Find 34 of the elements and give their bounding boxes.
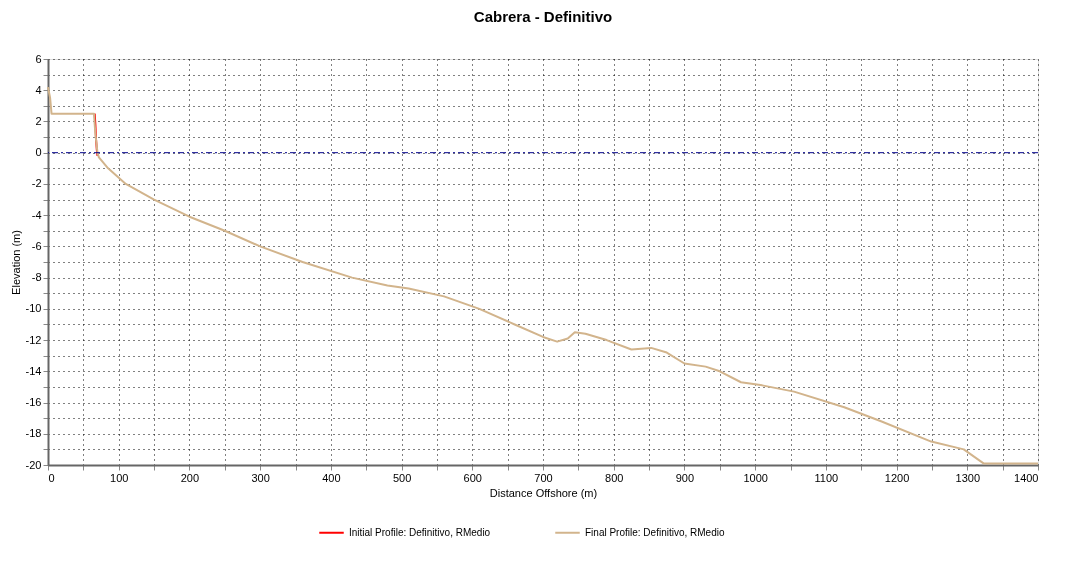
x-tick-label: 400: [322, 471, 341, 484]
y-tick-label: -16: [25, 396, 42, 409]
x-tick-label: 1100: [814, 471, 839, 484]
y-tick-label: -2: [31, 177, 42, 190]
y-tick-label: -18: [25, 427, 42, 440]
x-tick-label: 800: [605, 471, 624, 484]
x-tick-label: 600: [463, 471, 482, 484]
y-tick-label: -8: [31, 271, 42, 284]
legend-label: Final Profile: Definitivo, RMedio: [585, 526, 725, 538]
x-tick-label: 500: [392, 471, 412, 484]
y-tick-label: 4: [35, 83, 42, 96]
y-tick-label: -10: [25, 302, 42, 315]
x-tick-label: 200: [180, 471, 200, 484]
x-tick-label: 1000: [743, 471, 768, 484]
chart-title: Cabrera - Definitivo: [473, 8, 613, 25]
y-tick-label: -4: [31, 208, 42, 221]
y-tick-label: -14: [25, 364, 42, 377]
y-tick-label: -12: [25, 333, 42, 346]
x-tick-label: 700: [534, 471, 553, 484]
x-tick-label: 900: [675, 471, 695, 484]
x-tick-label: 1200: [884, 471, 910, 484]
y-tick-label: -6: [31, 239, 42, 252]
y-tick-label: -20: [25, 458, 42, 471]
legend-label: Initial Profile: Definitivo, RMedio: [349, 526, 491, 538]
x-tick-label: 0: [48, 471, 55, 484]
x-tick-label: 1400: [1014, 471, 1039, 484]
y-tick-label: 0: [35, 146, 42, 159]
x-axis-title: Distance Offshore (m): [489, 486, 598, 499]
x-tick-label: 300: [251, 471, 270, 484]
x-tick-label: 1300: [955, 471, 981, 484]
y-axis-title: Elevation (m): [9, 230, 22, 295]
y-tick-label: 2: [35, 114, 42, 127]
y-tick-label: 6: [35, 52, 42, 65]
x-tick-label: 100: [110, 471, 129, 484]
